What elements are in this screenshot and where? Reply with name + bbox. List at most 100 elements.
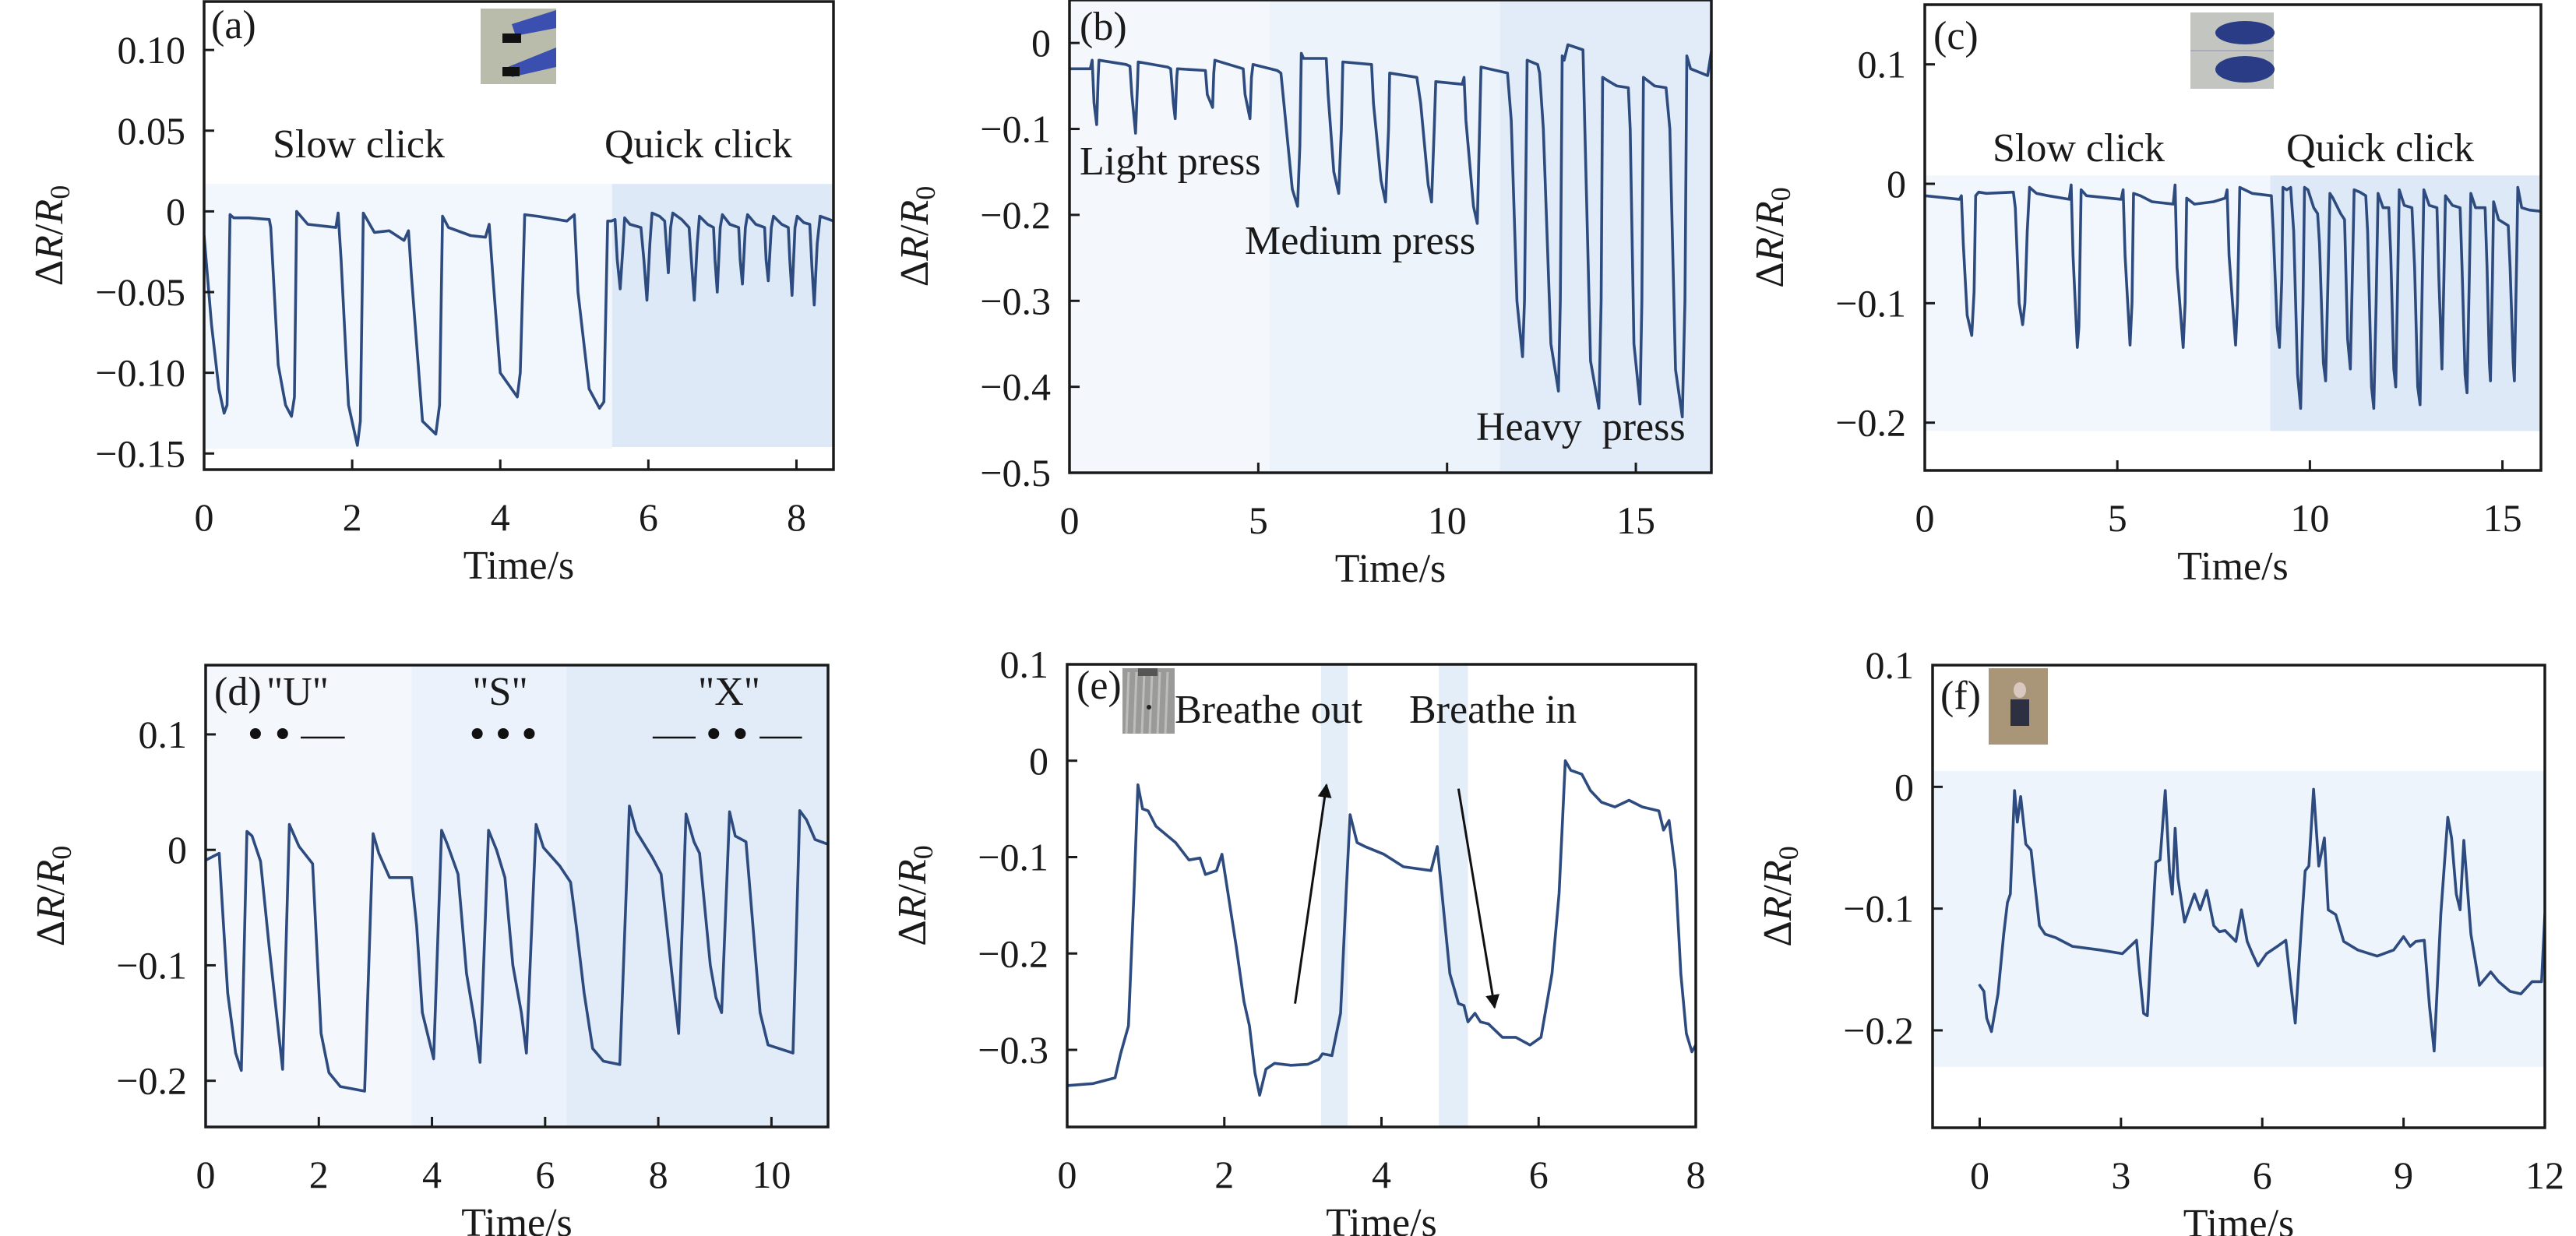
y-axis-label-part: /	[29, 884, 73, 896]
y-tick-label: −0.2	[978, 931, 1048, 975]
y-axis-label-part: Δ	[27, 260, 72, 286]
panel-b: 0 5 10 150−0.1−0.2−0.3−0.4−0.5Time/sΔR/R0(b…	[893, 0, 1713, 591]
morse-dot-U	[277, 728, 288, 739]
signal-line	[204, 210, 833, 447]
y-axis-label-part: /	[890, 884, 935, 896]
shaded-region	[566, 665, 828, 1127]
morse-dot-S	[498, 728, 509, 739]
y-axis-label-part: /	[893, 224, 937, 236]
y-axis-label-part: /	[1756, 885, 1800, 896]
y-tick-label: 0.1	[1858, 43, 1907, 86]
y-axis-label-part: /	[27, 224, 72, 235]
x-tick-label: 15	[1616, 498, 1655, 542]
signal-line	[1925, 183, 2541, 410]
y-tick-label: −0.2	[1835, 401, 1906, 445]
annotation: Slow click	[1993, 126, 2165, 171]
y-axis-label-part: R	[893, 200, 937, 226]
y-axis-label-part: R	[1756, 860, 1800, 886]
x-axis-label: Time/s	[1326, 1201, 1437, 1236]
x-tick-label: 0	[1970, 1153, 1989, 1197]
annotation: "X"	[698, 670, 760, 714]
y-axis-label-part: R	[29, 860, 73, 886]
y-axis-label-part: R	[890, 896, 935, 921]
y-axis-label-part: /	[1748, 226, 1792, 238]
shaded-region	[1070, 0, 1270, 473]
inset-photo	[1122, 668, 1175, 734]
y-axis-label-part: 0	[1773, 846, 1804, 860]
y-tick-label: 0.1	[1000, 643, 1049, 686]
x-tick-label: 8	[649, 1153, 668, 1196]
y-axis-label-part: R	[1748, 238, 1792, 263]
shaded-region	[1925, 175, 2271, 431]
shaded-region	[1439, 664, 1468, 1127]
morse-dot-U	[249, 728, 261, 739]
y-tick-label: −0.1	[1843, 887, 1914, 931]
panel-label: (a)	[211, 3, 256, 48]
y-tick-label: 0.05	[118, 109, 186, 153]
y-axis-label: ΔR/R0	[1748, 187, 1796, 287]
y-axis-label-part: 0	[44, 185, 76, 199]
y-axis-label-part: 0	[1765, 187, 1796, 201]
y-axis-label: ΔR/R0	[27, 185, 76, 286]
annotation: Light press	[1080, 139, 1261, 184]
y-axis-label-part: R	[890, 859, 935, 885]
panel-label: (b)	[1080, 5, 1127, 49]
x-tick-label: 15	[2483, 496, 2522, 540]
y-tick-label: −0.1	[1835, 281, 1906, 325]
inset-photo	[2190, 12, 2275, 89]
x-tick-label: 6	[639, 495, 658, 539]
annotation: Slow click	[273, 122, 445, 167]
y-axis-label-part: Δ	[29, 921, 73, 946]
x-tick-label: 0	[195, 495, 214, 539]
x-tick-label: 8	[1686, 1153, 1706, 1196]
morse-dot-S	[523, 728, 535, 739]
x-tick-label: 4	[422, 1153, 442, 1196]
x-tick-label: 4	[491, 495, 510, 539]
inset-photo	[481, 9, 556, 84]
x-tick-label: 3	[2111, 1153, 2130, 1197]
y-axis-label: ΔR/R0	[29, 846, 77, 946]
y-tick-label: −0.3	[978, 1028, 1048, 1072]
shaded-region	[611, 184, 833, 447]
morse-dot-S	[471, 728, 483, 739]
x-tick-label: 2	[309, 1153, 329, 1196]
y-axis-label: ΔR/R0	[890, 845, 939, 945]
x-tick-label: 2	[343, 495, 362, 539]
annotation: Quick click	[2286, 126, 2474, 171]
y-tick-label: −0.15	[95, 431, 185, 475]
panel-label: (d)	[214, 670, 262, 714]
x-tick-label: 0	[1915, 496, 1935, 540]
y-tick-label: 0	[167, 828, 187, 872]
x-axis-label: Time/s	[2183, 1202, 2295, 1236]
y-tick-label: −0.05	[95, 270, 185, 314]
y-tick-label: −0.2	[1843, 1009, 1914, 1052]
y-axis-label-part: R	[1756, 896, 1800, 922]
y-axis-label-part: R	[27, 235, 72, 261]
x-tick-label: 5	[1249, 498, 1268, 542]
y-axis-label-part: Δ	[893, 261, 937, 287]
y-axis-label: ΔR/R0	[893, 186, 941, 287]
signal-line	[1067, 759, 1696, 1097]
x-tick-label: 5	[2108, 496, 2127, 540]
x-tick-label: 10	[1428, 498, 1467, 542]
y-axis-label-part: 0	[910, 186, 941, 200]
y-axis-label-part: Δ	[1748, 262, 1792, 287]
x-tick-label: 9	[2394, 1153, 2413, 1197]
annotation: "U"	[266, 670, 329, 714]
y-tick-label: −0.2	[116, 1059, 187, 1103]
y-tick-label: 0	[1031, 21, 1051, 65]
annotation: Breathe in	[1409, 688, 1577, 732]
y-tick-label: 0.10	[118, 28, 186, 72]
x-tick-label: 0	[1058, 1153, 1077, 1196]
inset-photo	[1989, 668, 2048, 745]
y-tick-label: −0.1	[116, 943, 187, 987]
x-axis-label: Time/s	[461, 1201, 573, 1236]
x-tick-label: 10	[752, 1153, 791, 1196]
axes-frame	[1923, 3, 2543, 472]
arrow-breathe-out	[1294, 783, 1332, 1004]
x-tick-label: 12	[2525, 1153, 2564, 1197]
y-tick-label: 0.1	[139, 713, 188, 756]
arrow-breathe-in	[1457, 788, 1499, 1009]
